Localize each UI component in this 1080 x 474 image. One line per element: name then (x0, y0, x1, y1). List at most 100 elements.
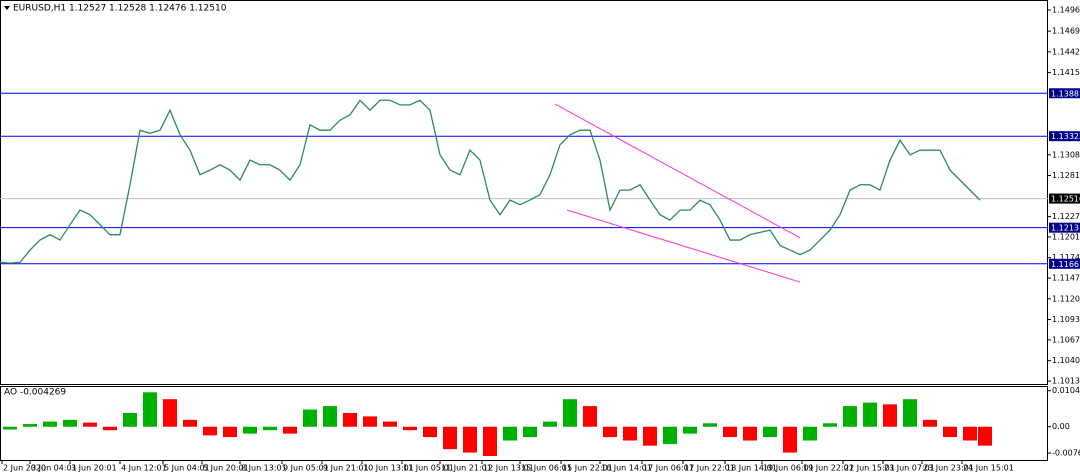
ao-bar (103, 426, 117, 431)
x-tick-label: 24 Jun 15:01 (963, 464, 1014, 473)
x-tick-label: 11 Jun 21:01 (441, 464, 492, 473)
ao-bar (903, 399, 917, 427)
x-tick-label: 19 Jun 06:01 (763, 464, 814, 473)
ao-bar (363, 416, 377, 427)
x-tick-label: 9 Jun 05:01 (283, 464, 329, 473)
ao-bar (3, 426, 17, 430)
ao-bar (663, 426, 677, 444)
price-pane (0, 0, 1048, 385)
ao-bar (643, 426, 657, 446)
x-tick-label: 17 Jun 22:01 (684, 464, 735, 473)
x-tick-label: 3 Jun 04:01 (31, 464, 77, 473)
x-tick-label: 12 Jun 13:01 (483, 464, 534, 473)
x-tick-label: 15 Jun 22:01 (562, 464, 613, 473)
y-tick-label: 1.14690 (1052, 27, 1080, 36)
x-tick-label: 10 Jun 13:01 (363, 464, 414, 473)
current-price-label: 1.12510 (1051, 195, 1080, 204)
y-tick-label: 1.12275 (1052, 212, 1080, 221)
y-tick-label: 1.11205 (1052, 294, 1080, 303)
ao-bar (803, 426, 817, 441)
y-tick-label: 1.10135 (1052, 377, 1080, 386)
ao-bar (543, 421, 557, 427)
ao-bar (463, 426, 477, 453)
x-tick-label: 19 Jun 22:01 (803, 464, 854, 473)
x-tick-label: 3 Jun 20:01 (71, 464, 117, 473)
menu-arrow[interactable] (4, 6, 10, 10)
ao-bar (423, 426, 437, 438)
x-tick-label: 17 Jun 06:01 (643, 464, 694, 473)
ao-bar (483, 426, 497, 457)
x-tick-label: 4 Jun 12:01 (121, 464, 167, 473)
ao-bar (63, 419, 77, 427)
ao-bar (523, 426, 537, 438)
chart-title: EURUSD,H1 1.12527 1.12528 1.12476 1.1251… (13, 4, 227, 14)
ao-bar (743, 426, 757, 441)
ao-bar (143, 392, 157, 427)
ao-bar (623, 426, 637, 441)
ao-bar (863, 402, 877, 427)
y-tick-label: 1.11475 (1052, 274, 1080, 283)
ao-bar (83, 422, 97, 427)
x-tick-label: 15 Jun 06:01 (521, 464, 572, 473)
ao-bar (23, 423, 37, 427)
ao-bar (203, 426, 217, 436)
y-tick-label: 1.10935 (1052, 315, 1080, 324)
ao-bar (563, 399, 577, 427)
y-tick-label: 1.10400 (1052, 356, 1080, 365)
x-tick-label: 16 Jun 14:01 (601, 464, 652, 473)
ao-title: AO -0.004269 (4, 388, 66, 398)
level-label: 1.13322 (1051, 132, 1080, 141)
ao-bar (943, 426, 957, 438)
ao-bar (763, 426, 777, 438)
level-label-box (1049, 222, 1080, 233)
x-tick-label: 2 Jun 2020 (3, 464, 46, 473)
ao-bar (703, 423, 717, 427)
ao-bar (443, 426, 457, 450)
y-tick-label: 1.12810 (1052, 171, 1080, 180)
x-tick-label: 23 Jun 07:01 (884, 464, 935, 473)
ao-bar (223, 426, 237, 438)
ao-bar (923, 419, 937, 427)
ao-bar (43, 421, 57, 427)
y-tick-label: 0.010469 (1052, 386, 1080, 395)
ao-bar (963, 426, 977, 441)
trendline (554, 103, 801, 239)
x-tick-label: 22 Jun 15:01 (844, 464, 895, 473)
y-tick-label: -0.007641 (1052, 449, 1080, 458)
ao-bar (303, 409, 317, 427)
y-tick-label: 1.14420 (1052, 47, 1080, 56)
y-tick-label: 1.14965 (1052, 5, 1080, 14)
x-tick-label: 5 Jun 20:01 (203, 464, 249, 473)
current-price-box (1049, 193, 1080, 204)
ao-bar (403, 426, 417, 431)
y-tick-label: 0.00 (1052, 422, 1070, 431)
ao-bar (263, 426, 277, 431)
level-label-box (1049, 131, 1080, 142)
price-line (0, 99, 981, 264)
x-tick-label: 5 Jun 04:01 (164, 464, 210, 473)
x-tick-label: 23 Jun 23:01 (923, 464, 974, 473)
ao-bar (583, 406, 597, 427)
ao-bar (723, 426, 737, 438)
ao-bar (123, 412, 137, 427)
ao-bar (343, 412, 357, 427)
ao-bar (978, 426, 992, 446)
ao-bar (503, 426, 517, 441)
ao-bar (383, 421, 397, 427)
y-tick-label: 1.10670 (1052, 335, 1080, 344)
y-tick-label: 1.13080 (1052, 150, 1080, 159)
y-tick-label: 1.12010 (1052, 232, 1080, 241)
ao-bar (323, 406, 337, 427)
ao-bar (163, 399, 177, 427)
x-tick-label: 11 Jun 05:01 (403, 464, 454, 473)
x-tick-label: 9 Jun 21:01 (323, 464, 369, 473)
ao-bar (243, 426, 257, 434)
ao-bar (823, 423, 837, 427)
level-label-box (1049, 88, 1080, 99)
ao-bar (183, 419, 197, 427)
ao-bar (843, 406, 857, 427)
y-tick-label: 1.11740 (1052, 253, 1080, 262)
